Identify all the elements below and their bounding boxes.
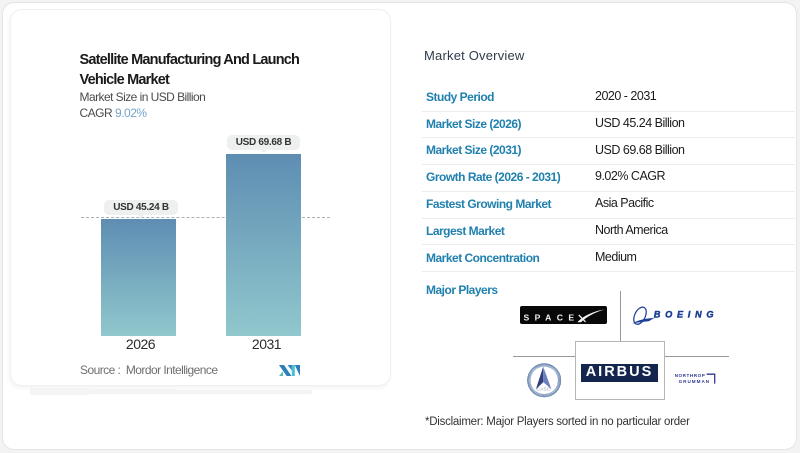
svg-text:SPACE: SPACE bbox=[524, 312, 580, 322]
svg-text:BOEING: BOEING bbox=[654, 309, 718, 319]
svg-text:GRUMMAN: GRUMMAN bbox=[679, 379, 711, 384]
svg-text:NORTHROP: NORTHROP bbox=[675, 373, 706, 378]
svg-text:CASC: CASC bbox=[537, 386, 551, 392]
